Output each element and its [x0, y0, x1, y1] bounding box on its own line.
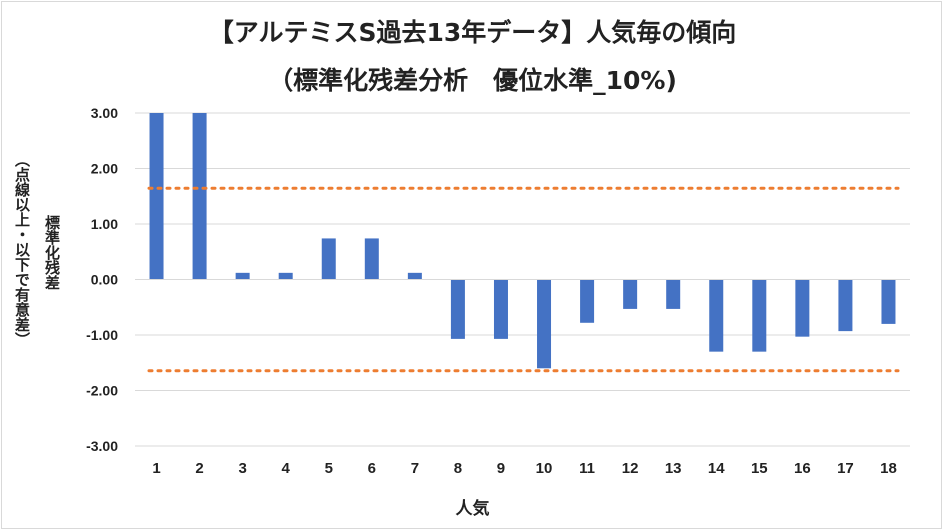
y-tick-label: 3.00 [91, 105, 118, 121]
y-axis-note: （点線以上・以下で有意差） [13, 152, 31, 347]
bar [580, 279, 595, 323]
y-tick-label: -1.00 [86, 327, 118, 343]
bar [149, 113, 164, 280]
bar [407, 272, 422, 280]
x-tick-label: 12 [622, 460, 639, 477]
x-tick-label: 8 [454, 460, 462, 477]
y-tick-label: 2.00 [91, 161, 118, 177]
x-tick-label: 7 [411, 460, 419, 477]
x-tick-label: 10 [536, 460, 553, 477]
bar [192, 113, 207, 280]
x-tick-label: 4 [282, 460, 291, 477]
x-tick-label: 11 [579, 460, 595, 477]
x-tick-label: 1 [152, 460, 160, 477]
bar [278, 272, 293, 280]
bar [709, 279, 724, 352]
bar [881, 279, 896, 324]
bar [795, 279, 810, 337]
y-tick-label: -2.00 [86, 383, 118, 399]
chart-title: 【アルテミスS過去13年データ】人気毎の傾向 [208, 18, 737, 47]
x-tick-label: 17 [837, 460, 854, 477]
x-tick-label: 3 [238, 460, 246, 477]
bar [321, 238, 336, 280]
x-tick-label: 2 [195, 460, 203, 477]
y-tick-label: 0.00 [91, 272, 118, 288]
bar [493, 279, 508, 339]
bar [537, 279, 552, 369]
bar [450, 279, 465, 339]
bar [623, 279, 638, 309]
bar [752, 279, 767, 352]
bar [235, 272, 250, 280]
x-tick-label: 14 [708, 460, 725, 477]
x-tick-label: 5 [325, 460, 333, 477]
bar [364, 238, 379, 280]
x-axis-label: 人気 [455, 499, 490, 519]
x-tick-label: 18 [880, 460, 897, 477]
y-tick-label: -3.00 [86, 438, 118, 454]
bar [838, 279, 853, 332]
y-axis-label: 標準化残差 [43, 215, 61, 290]
x-tick-label: 9 [497, 460, 505, 477]
x-tick-label: 6 [368, 460, 376, 477]
y-tick-label: 1.00 [91, 216, 118, 232]
x-tick-label: 15 [751, 460, 768, 477]
bar [666, 279, 681, 309]
x-tick-label: 16 [794, 460, 811, 477]
x-tick-label: 13 [665, 460, 682, 477]
chart-subtitle: （標準化残差分析 優位水準_10%) [268, 66, 677, 95]
